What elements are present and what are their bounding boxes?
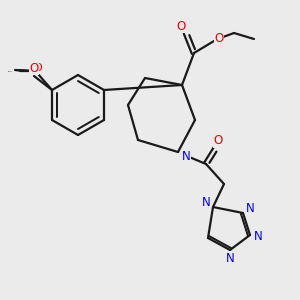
Text: N: N (182, 149, 190, 163)
Text: N: N (202, 196, 210, 208)
Text: O: O (29, 61, 39, 74)
Text: O: O (34, 63, 42, 73)
Text: methyl: methyl (8, 70, 13, 72)
Text: N: N (254, 230, 262, 244)
Text: O: O (214, 32, 224, 44)
Text: O: O (176, 20, 186, 32)
Text: N: N (226, 251, 234, 265)
Text: N: N (246, 202, 254, 214)
Text: O: O (213, 134, 223, 148)
